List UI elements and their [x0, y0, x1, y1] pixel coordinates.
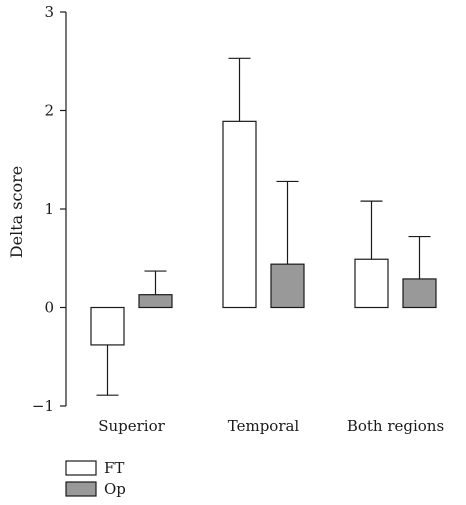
legend-swatch-op	[65, 481, 97, 497]
x-category-label: Superior	[98, 417, 165, 435]
error-bars	[96, 57, 431, 396]
y-tick-label: −1	[32, 397, 54, 415]
legend: FT Op	[65, 459, 126, 498]
legend-swatch-ft	[65, 460, 97, 476]
x-category-label: Temporal	[228, 417, 300, 435]
axes	[60, 11, 67, 407]
labels: −1 0 1 2 3 Superior Temporal Both regions	[32, 3, 444, 435]
y-axis-label: Delta score	[7, 166, 26, 258]
legend-label-op: Op	[104, 480, 126, 498]
y-tick-label: 3	[44, 3, 54, 21]
bar-ft-1	[222, 120, 257, 309]
x-category-label: Both regions	[347, 417, 444, 435]
y-tick-label: 1	[44, 200, 54, 218]
y-tick-label: 0	[44, 299, 54, 317]
bars	[90, 120, 437, 346]
legend-label-ft: FT	[104, 459, 124, 477]
y-tick-label: 2	[44, 102, 54, 120]
bar-op-1	[270, 263, 305, 309]
bar-op-0	[138, 294, 173, 309]
bar-ft-2	[354, 258, 389, 309]
bar-op-2	[402, 278, 437, 309]
bar-ft-0	[90, 306, 125, 346]
